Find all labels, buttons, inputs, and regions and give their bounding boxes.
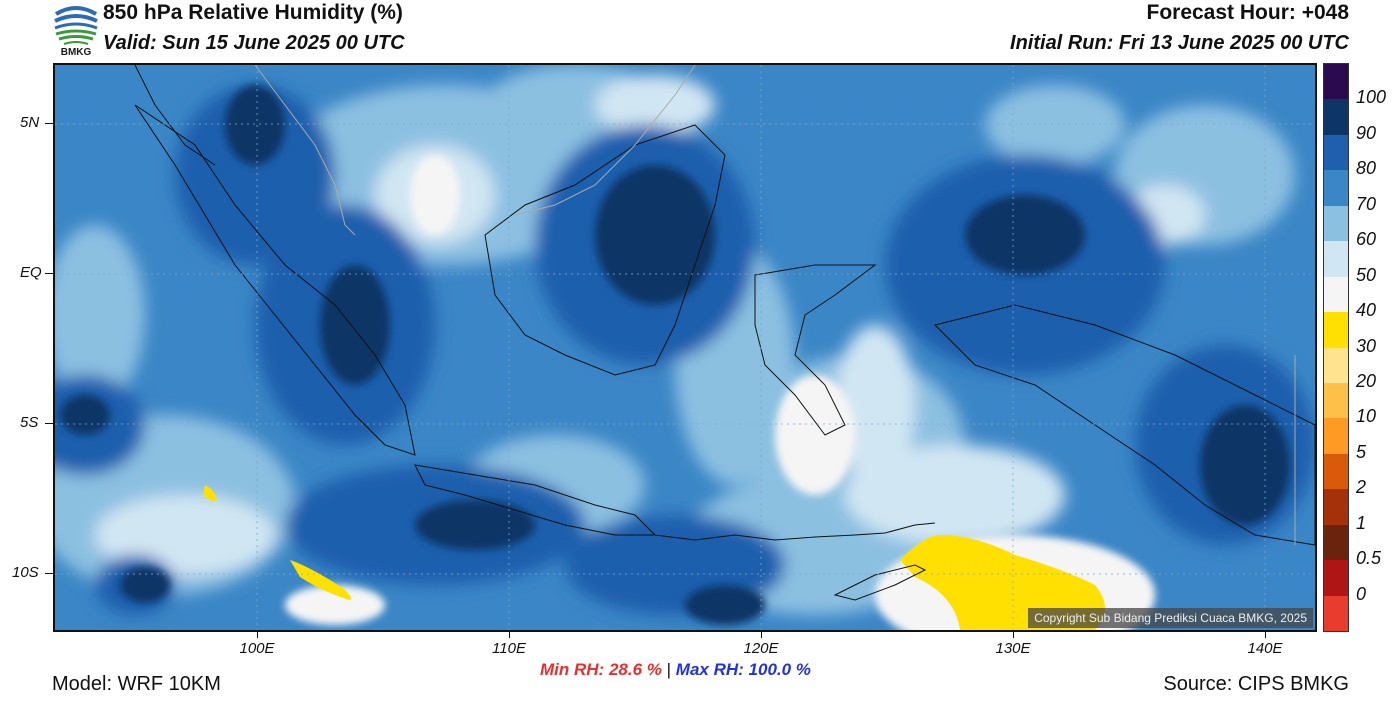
lon-label-140e: 140E — [1247, 640, 1283, 657]
colorbar-label: 80 — [1356, 158, 1377, 179]
lat-label-10s: 10S — [12, 564, 39, 581]
colorbar-segment — [1324, 382, 1348, 419]
lat-tick — [45, 423, 53, 424]
colorbar-segment — [1324, 347, 1348, 383]
chart-title: 850 hPa Relative Humidity (%) — [103, 1, 403, 24]
colorbar-label: 2 — [1356, 477, 1367, 498]
colorbar-label: 30 — [1356, 335, 1377, 356]
lat-label-eq: EQ — [20, 264, 42, 281]
colorbar-segment — [1324, 560, 1348, 596]
colorbar-segment — [1324, 205, 1348, 242]
lon-tick — [509, 632, 510, 638]
logo-label: BMKG — [60, 47, 92, 58]
lon-label-130e: 130E — [995, 640, 1031, 657]
copyright-notice: Copyright Sub Bidang Prediksi Cuaca BMKG… — [1028, 608, 1313, 628]
model-label: Model: WRF 10KM — [52, 673, 221, 695]
colorbar-segment — [1324, 170, 1348, 206]
lat-label-5s: 5S — [20, 414, 39, 431]
colorbar-label: 70 — [1356, 193, 1377, 214]
initial-run: Initial Run: Fri 13 June 2025 00 UTC — [1010, 32, 1349, 54]
rh-stats: Min RH: 28.6 % | Max RH: 100.0 % — [540, 660, 811, 680]
stats-separator: | — [666, 660, 672, 679]
colorbar-label: 10 — [1356, 406, 1377, 427]
min-rh-label: Min RH: — [540, 660, 605, 679]
colorbar-segment — [1324, 276, 1348, 313]
max-rh-value: 100.0 % — [748, 660, 811, 679]
colorbar-label: 20 — [1356, 370, 1377, 391]
lat-tick — [45, 123, 53, 124]
colorbar-label: 40 — [1356, 300, 1377, 321]
lat-label-5n: 5N — [20, 114, 40, 131]
colorbar-segment — [1324, 241, 1348, 277]
colorbar-segment — [1324, 64, 1348, 100]
humidity-field — [55, 65, 1315, 630]
lon-label-110e: 110E — [492, 640, 526, 657]
colorbar-segment — [1324, 595, 1348, 631]
bmkg-logo — [52, 2, 100, 60]
colorbar-label: 60 — [1356, 229, 1377, 250]
colorbar-label: 50 — [1356, 264, 1377, 285]
lon-tick — [761, 632, 762, 638]
max-rh-label: Max RH: — [675, 660, 744, 679]
colorbar-label: 0.5 — [1356, 548, 1382, 569]
colorbar-label: 5 — [1356, 441, 1367, 462]
lon-tick — [257, 632, 258, 638]
min-rh-value: 28.6 % — [608, 660, 662, 679]
colorbar-segment — [1324, 99, 1348, 135]
colorbar-segment — [1324, 134, 1348, 171]
colorbar-segment — [1324, 418, 1348, 454]
lon-tick — [1013, 632, 1014, 638]
lon-label-120e: 120E — [743, 640, 779, 657]
valid-time: Valid: Sun 15 June 2025 00 UTC — [103, 32, 405, 54]
colorbar-label: 1 — [1356, 512, 1367, 533]
colorbar-segment — [1324, 524, 1348, 561]
colorbar-label: 100 — [1356, 87, 1387, 108]
lon-tick — [1265, 632, 1266, 638]
colorbar-segment — [1324, 489, 1348, 525]
forecast-hour: Forecast Hour: +048 — [1146, 1, 1350, 24]
lat-tick — [45, 273, 53, 274]
colorbar-segment — [1324, 453, 1348, 490]
humidity-map: Copyright Sub Bidang Prediksi Cuaca BMKG… — [53, 63, 1317, 632]
lat-tick — [45, 573, 53, 574]
source-label: Source: CIPS BMKG — [1163, 673, 1349, 695]
colorbar-label: 90 — [1356, 122, 1377, 143]
colorbar-segment — [1324, 312, 1348, 348]
lon-label-100e: 100E — [239, 640, 275, 657]
colorbar-label: 0 — [1356, 583, 1367, 604]
colorbar — [1323, 63, 1349, 632]
